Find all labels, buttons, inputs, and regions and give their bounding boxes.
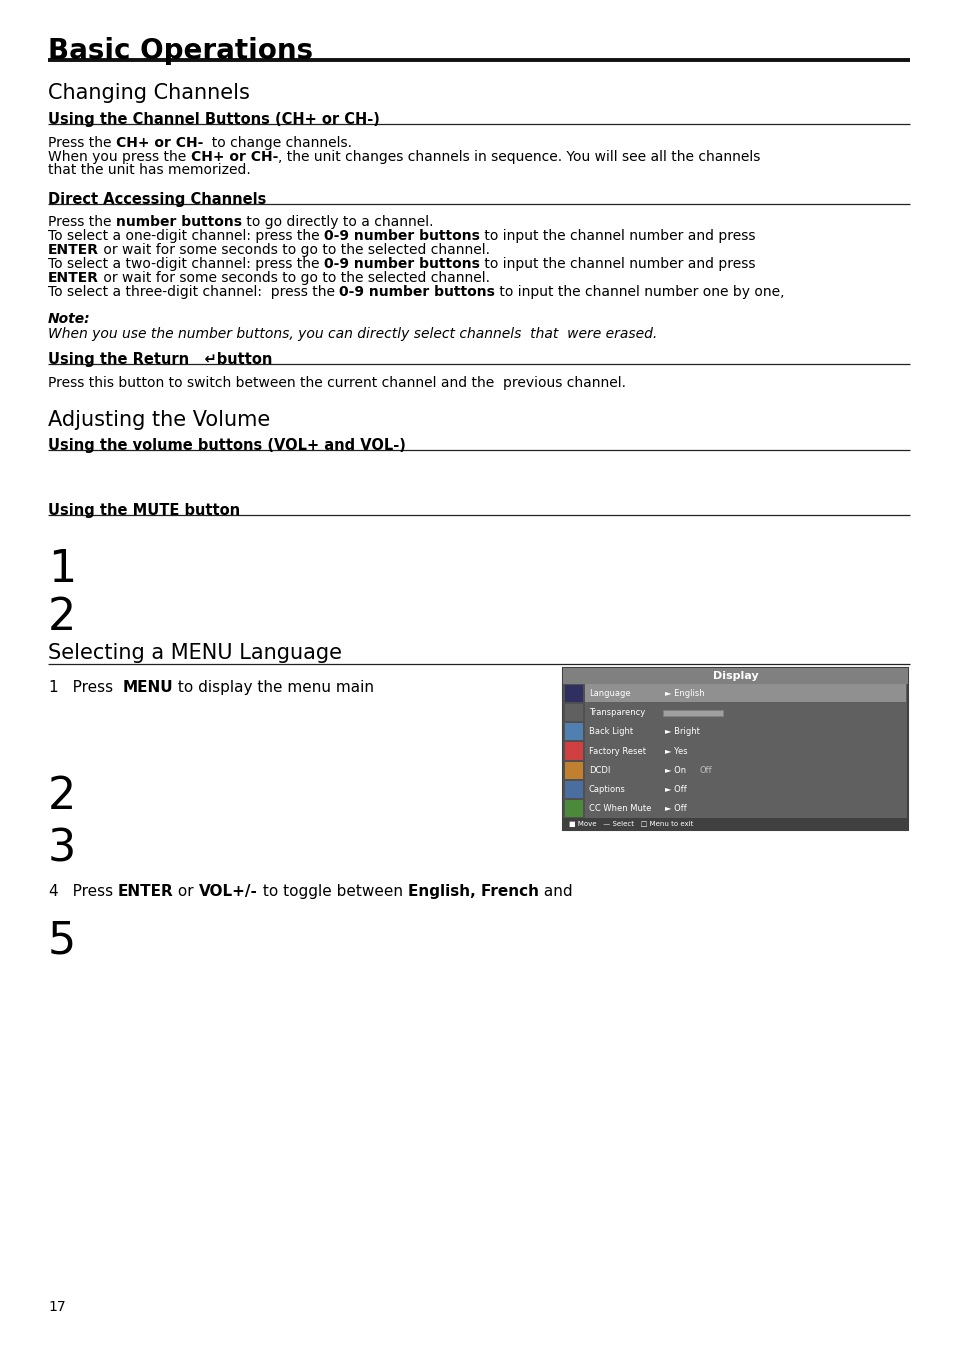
FancyBboxPatch shape [584,684,905,702]
Text: Using the Channel Buttons (CH+ or CH-): Using the Channel Buttons (CH+ or CH-) [48,112,379,127]
Text: 0-9 number buttons: 0-9 number buttons [339,285,495,298]
Text: Basic Operations: Basic Operations [48,36,313,65]
Text: CH+ or CH-: CH+ or CH- [191,150,277,163]
Text: 1: 1 [48,680,57,695]
Text: Note:: Note: [48,312,91,325]
Text: CC When Mute: CC When Mute [588,805,651,813]
Text: To select a three-digit channel:  press the: To select a three-digit channel: press t… [48,285,339,298]
Text: to display the menu main: to display the menu main [172,680,374,695]
Text: ENTER: ENTER [117,884,173,899]
Text: To select a one-digit channel: press the: To select a one-digit channel: press the [48,230,324,243]
Text: DCDI: DCDI [588,765,610,775]
Text: and: and [538,884,572,899]
Text: Press the: Press the [48,136,115,150]
Text: or wait for some seconds to go to the selected channel.: or wait for some seconds to go to the se… [99,271,490,285]
FancyBboxPatch shape [562,668,907,684]
Text: 17: 17 [48,1300,66,1314]
Text: 4: 4 [48,884,57,899]
FancyBboxPatch shape [564,799,582,817]
Text: 2: 2 [48,595,76,639]
Text: number buttons: number buttons [115,215,242,230]
FancyBboxPatch shape [564,743,582,760]
Text: Changing Channels: Changing Channels [48,82,250,103]
Text: ► English: ► English [664,688,704,698]
Text: MENU: MENU [122,680,172,695]
Text: ► Bright: ► Bright [664,728,700,736]
FancyBboxPatch shape [564,780,582,798]
Text: , the unit changes channels in sequence. You will see all the channels: , the unit changes channels in sequence.… [277,150,760,163]
Text: Press: Press [57,884,117,899]
Text: Press: Press [57,680,122,695]
FancyBboxPatch shape [564,761,582,779]
Text: ► Yes: ► Yes [664,747,687,756]
Text: 0-9 number buttons: 0-9 number buttons [323,256,479,271]
Text: CH+ or CH-: CH+ or CH- [115,136,203,150]
Text: or wait for some seconds to go to the selected channel.: or wait for some seconds to go to the se… [99,243,490,256]
Text: 0-9 number buttons: 0-9 number buttons [324,230,479,243]
Text: ENTER: ENTER [48,271,99,285]
Text: English, French: English, French [407,884,538,899]
Text: Using the Return   ↵button: Using the Return ↵button [48,352,273,367]
Text: Direct Accessing Channels: Direct Accessing Channels [48,192,266,207]
FancyBboxPatch shape [662,710,722,716]
Text: ► On: ► On [664,765,685,775]
Text: Using the MUTE button: Using the MUTE button [48,504,240,518]
Text: to input the channel number and press: to input the channel number and press [479,256,755,271]
Text: or: or [173,884,198,899]
Text: ENTER: ENTER [48,243,99,256]
FancyBboxPatch shape [564,705,582,721]
Text: ► Off: ► Off [664,784,686,794]
Text: to go directly to a channel.: to go directly to a channel. [242,215,433,230]
Text: 2: 2 [48,775,76,818]
Text: VOL+/-: VOL+/- [198,884,257,899]
Text: 5: 5 [48,919,76,963]
Text: 1: 1 [48,548,76,591]
Text: Display: Display [712,671,758,680]
Text: To select a two-digit channel: press the: To select a two-digit channel: press the [48,256,323,271]
Text: Adjusting the Volume: Adjusting the Volume [48,410,270,431]
FancyBboxPatch shape [562,668,907,830]
Text: When you press the: When you press the [48,150,191,163]
Text: When you use the number buttons, you can directly select channels  that  were er: When you use the number buttons, you can… [48,327,657,342]
Text: Press this button to switch between the current channel and the  previous channe: Press this button to switch between the … [48,377,625,390]
Text: Press the: Press the [48,215,115,230]
Text: Language: Language [588,688,630,698]
Text: to input the channel number and press: to input the channel number and press [479,230,755,243]
Text: to input the channel number one by one,: to input the channel number one by one, [495,285,784,298]
Text: to toggle between: to toggle between [257,884,407,899]
FancyBboxPatch shape [562,818,907,830]
Text: Factory Reset: Factory Reset [588,747,645,756]
Text: Selecting a MENU Language: Selecting a MENU Language [48,643,341,663]
Text: ► Off: ► Off [664,805,686,813]
Text: ■ Move   — Select   □ Menu to exit: ■ Move — Select □ Menu to exit [568,821,693,828]
Text: Using the volume buttons (VOL+ and VOL-): Using the volume buttons (VOL+ and VOL-) [48,437,405,454]
Text: Off: Off [700,765,712,775]
Text: Captions: Captions [588,784,625,794]
FancyBboxPatch shape [562,684,584,818]
FancyBboxPatch shape [564,724,582,740]
Text: Back Light: Back Light [588,728,633,736]
FancyBboxPatch shape [564,684,582,702]
Text: to change channels.: to change channels. [203,136,352,150]
Text: 3: 3 [48,828,76,871]
Text: Transparency: Transparency [588,709,644,717]
Text: that the unit has memorized.: that the unit has memorized. [48,163,251,177]
